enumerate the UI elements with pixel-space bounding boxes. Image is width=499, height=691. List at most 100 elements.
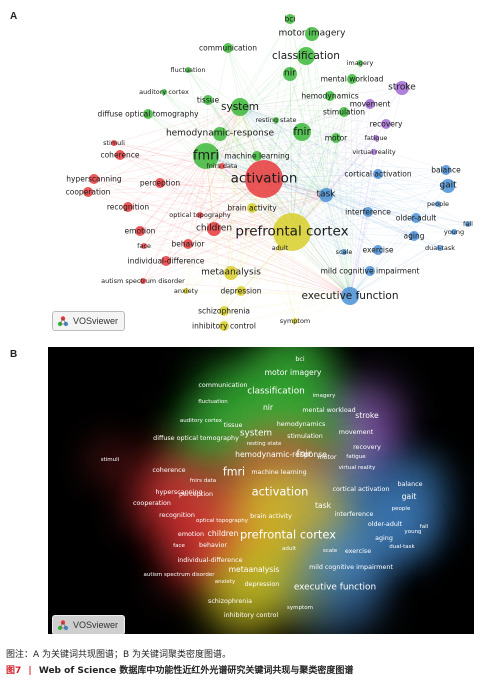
density-keyword-label: fall (419, 524, 429, 531)
density-keyword-label: brain activity (250, 511, 292, 520)
cooccurrence-link (227, 47, 293, 233)
cooccurrence-link (291, 55, 307, 233)
density-keyword-label: activation (251, 484, 309, 499)
keyword-node (111, 140, 117, 146)
density-glow (158, 555, 200, 597)
density-glow (232, 554, 292, 614)
keyword-label: mild cognitive impairment (320, 266, 420, 276)
density-glow (392, 512, 434, 554)
cooccurrence-link (263, 178, 415, 237)
keyword-node (183, 288, 189, 294)
keyword-label: diffuse optical tomography (97, 109, 199, 119)
cooccurrence-link (239, 33, 313, 108)
keyword-label: fmri (192, 148, 220, 164)
cooccurrence-link (113, 142, 327, 196)
density-keyword-label: hyperscanning (155, 487, 203, 496)
density-glow (180, 530, 240, 590)
cooccurrence-link (213, 228, 351, 297)
density-keyword-label: recovery (353, 442, 381, 451)
density-glow (89, 440, 131, 482)
cooccurrence-link (239, 106, 379, 251)
cooccurrence-link (325, 194, 417, 219)
keyword-node (381, 119, 391, 129)
cooccurrence-link (230, 272, 351, 297)
density-keyword-label: stroke (355, 411, 379, 421)
cooccurrence-link (291, 137, 377, 233)
density-glow (200, 571, 260, 631)
cooccurrence-link (325, 185, 449, 196)
keyword-label: communication (198, 43, 258, 53)
density-keyword-label: mild cognitive impairment (309, 562, 393, 571)
cooccurrence-link (325, 194, 379, 251)
density-glow (355, 494, 415, 554)
cooccurrence-link (343, 111, 351, 297)
cooccurrence-link (205, 155, 281, 249)
keyword-node (319, 188, 333, 202)
keyword-node (341, 287, 359, 305)
panel-b-label: B (10, 349, 18, 360)
cooccurrence-link (213, 106, 241, 230)
keyword-label: motor (324, 133, 348, 143)
keyword-node (441, 165, 451, 175)
keyword-node (363, 207, 373, 217)
keyword-node (141, 243, 147, 249)
keyword-label: cooperation (65, 187, 111, 197)
keyword-node (245, 160, 283, 198)
cooccurrence-link (239, 106, 439, 205)
density-keyword-label: children (207, 529, 239, 539)
keyword-label: auditory cortex (139, 87, 189, 96)
keyword-node (135, 226, 145, 236)
density-keyword-label: nir (262, 403, 274, 413)
cooccurrence-link (275, 119, 327, 196)
cooccurrence-link (263, 62, 361, 180)
cooccurrence-link (139, 230, 351, 297)
density-keyword-label: aging (375, 533, 393, 542)
keyword-label: interference (345, 207, 391, 217)
density-keyword-label: dual-task (389, 544, 415, 551)
density-keyword-label: auditory cortex (179, 418, 223, 425)
cooccurrence-link (159, 182, 293, 233)
keyword-node (219, 321, 229, 331)
keyword-node (185, 67, 191, 73)
density-keyword-label: cortical activation (332, 484, 390, 493)
density-keyword-label: young (404, 529, 422, 536)
keyword-label: balance (431, 165, 461, 175)
keyword-label: stimulation (322, 107, 366, 117)
cooccurrence-link (291, 78, 353, 233)
cooccurrence-link (119, 106, 241, 156)
density-keyword-label: behavior (199, 540, 227, 549)
cooccurrence-link (205, 155, 225, 327)
density-keyword-label: metaanalysis (228, 565, 280, 575)
density-keyword-label: imagery (312, 393, 336, 400)
keyword-label: depression (220, 286, 262, 296)
keyword-label: fnirs data (206, 161, 238, 170)
density-keyword-label: depression (244, 579, 280, 588)
cooccurrence-link (205, 155, 447, 171)
cooccurrence-link (291, 87, 403, 233)
cooccurrence-link (239, 106, 469, 225)
cooccurrence-link (349, 103, 371, 297)
cooccurrence-link (113, 106, 241, 144)
cooccurrence-link (239, 106, 371, 272)
keyword-label: fluctuation (170, 65, 206, 74)
figure-separator: | (28, 666, 32, 676)
keyword-label: inhibitory control (192, 321, 256, 331)
cooccurrence-link (239, 73, 291, 108)
keyword-node (331, 133, 341, 143)
keyword-label: individual-difference (127, 256, 205, 266)
density-glow (161, 504, 221, 564)
keyword-node (213, 127, 227, 141)
cooccurrence-link (213, 194, 327, 230)
density-keyword-label: cooperation (133, 498, 171, 507)
vosviewer-logo-text: VOSviewer (73, 316, 119, 326)
vosviewer-logo-text: VOSviewer (73, 620, 119, 630)
cooccurrence-map-panel: bci motor imagery communication classificat… (48, 8, 474, 335)
cooccurrence-link (87, 106, 241, 193)
density-keyword-label: face (173, 543, 185, 550)
density-glow (380, 489, 422, 531)
cooccurrence-link (291, 223, 469, 233)
cooccurrence-link (165, 194, 327, 262)
keyword-label: dual-task (424, 243, 456, 252)
cooccurrence-link (127, 206, 351, 297)
cooccurrence-link (239, 106, 351, 297)
